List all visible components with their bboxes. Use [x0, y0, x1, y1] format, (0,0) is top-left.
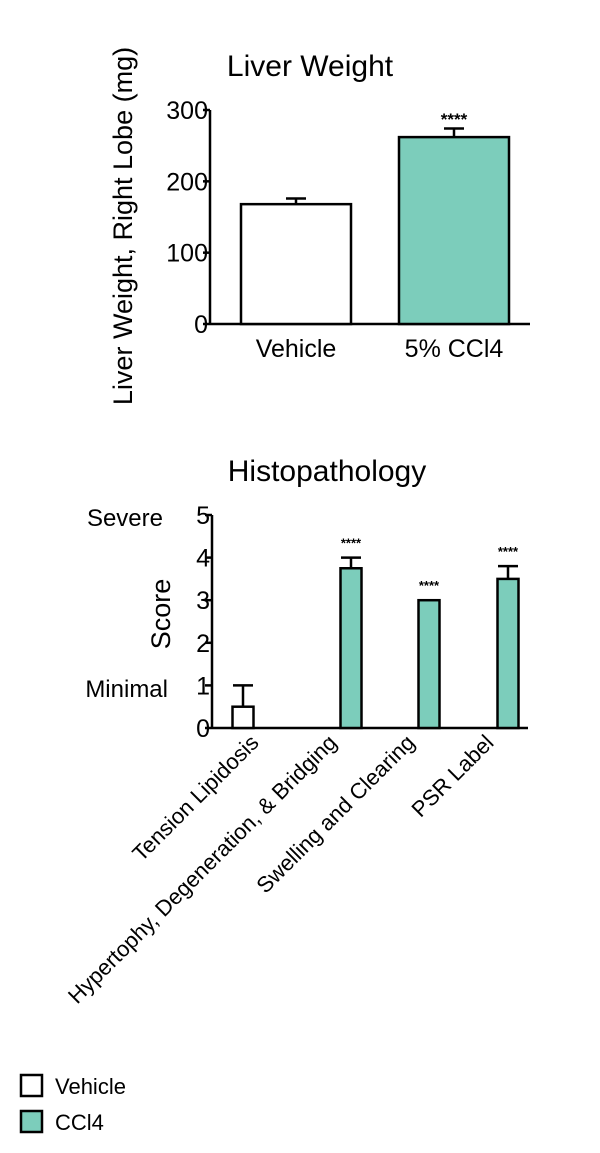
- bar: [239, 202, 353, 326]
- significance-label: ****: [341, 536, 362, 551]
- bar: [231, 705, 255, 730]
- liver-weight-bars: ****: [239, 110, 511, 326]
- legend-label-vehicle: Vehicle: [55, 1074, 126, 1099]
- y-tick-label: 300: [166, 97, 208, 125]
- legend-label-ccl4: CCl4: [55, 1110, 104, 1135]
- liver-weight-title: Liver Weight: [227, 50, 394, 83]
- liver-weight-y-axis-label: Liver Weight, Right Lobe (mg): [108, 47, 138, 405]
- minimal-label: Minimal: [85, 676, 168, 703]
- legend-swatch-vehicle: [19, 1073, 44, 1098]
- histopathology-chart: Histopathology Score Severe Minimal 0 1 2 3…: [63, 455, 528, 1008]
- y-tick-label: 0: [196, 715, 210, 743]
- y-tick-label: 4: [196, 545, 210, 573]
- y-tick-label: 0: [194, 311, 208, 339]
- y-tick-label: 1: [196, 672, 210, 700]
- y-tick-label: 5: [196, 502, 210, 530]
- histopathology-title: Histopathology: [228, 455, 426, 488]
- x-tick-label: Hypertophy, Degeneration, & Bridging: [63, 730, 342, 1009]
- x-tick-label: Swelling and Clearing: [251, 730, 419, 898]
- significance-label: ****: [419, 578, 440, 593]
- legend-swatch-ccl4: [19, 1109, 44, 1134]
- y-tick-label: 3: [196, 587, 210, 615]
- bar: [496, 577, 520, 730]
- x-tick-label: Vehicle: [256, 335, 337, 363]
- significance-label: ****: [498, 544, 519, 559]
- bar: [417, 598, 441, 730]
- significance-label: ****: [441, 110, 468, 129]
- y-tick-label: 2: [196, 630, 210, 658]
- liver-weight-axes: 0 100 200 300 Vehicle 5% CCl4: [166, 97, 530, 363]
- x-tick-label: PSR Label: [406, 730, 498, 822]
- histopathology-bars: **** **** ****: [231, 536, 520, 730]
- severe-label: Severe: [87, 505, 163, 532]
- y-tick-label: 200: [166, 168, 208, 196]
- legend: Vehicle CCl4: [19, 1073, 126, 1135]
- bar: [397, 135, 511, 326]
- bar: [339, 567, 363, 730]
- liver-weight-chart: Liver Weight Liver Weight, Right Lobe (m…: [108, 47, 530, 405]
- y-tick-label: 100: [166, 240, 208, 268]
- x-tick-label: 5% CCl4: [405, 335, 504, 363]
- histopathology-y-axis-label: Score: [146, 579, 176, 650]
